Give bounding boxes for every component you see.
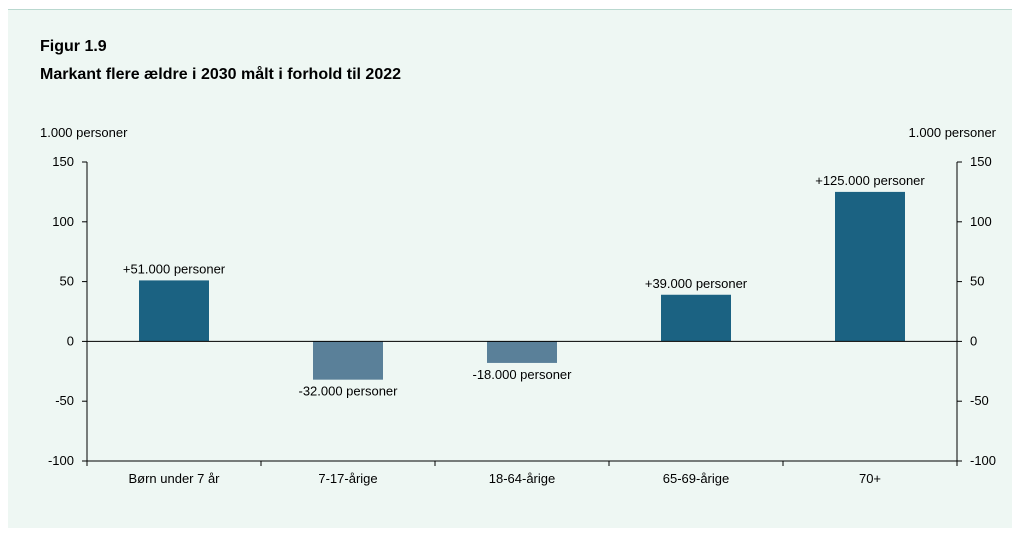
data-label: +125.000 personer [815, 173, 925, 188]
y-tick-label-right: 150 [970, 154, 992, 169]
axis-ticks: 150 150 100 100 50 50 0 0 -50 -50 -100 -100 [48, 154, 996, 468]
axes [86, 162, 958, 462]
chart-title: Markant flere ældre i 2030 målt i forhol… [40, 66, 402, 83]
y-tick-label-right: -50 [970, 393, 989, 408]
category-label: 7-17-årige [318, 471, 377, 486]
bars [139, 191, 905, 380]
data-label: -32.000 personer [298, 384, 398, 399]
y-tick-label-left: 100 [52, 214, 74, 229]
category-label: 65-69-årige [663, 471, 730, 486]
data-label: -18.000 personer [472, 367, 572, 382]
y-tick-label-left: 50 [60, 274, 74, 289]
y-tick-label-left: -100 [48, 453, 74, 468]
y-axis-label-right: 1.000 personer [909, 125, 997, 140]
bar [487, 341, 557, 363]
y-tick-label-left: 150 [52, 154, 74, 169]
category-label: 70+ [859, 471, 881, 486]
figure-label: Figur 1.9 [40, 38, 107, 55]
y-tick-label-left: 0 [67, 333, 74, 348]
data-labels: +51.000 personer Børn under 7 år -32.000 p… [123, 173, 926, 486]
data-label: +39.000 personer [645, 276, 748, 291]
y-axis-label-left: 1.000 personer [40, 125, 128, 140]
y-tick-label-right: 50 [970, 274, 984, 289]
y-tick-label-right: -100 [970, 453, 996, 468]
category-label: Børn under 7 år [128, 471, 220, 486]
bar [139, 280, 209, 342]
data-label: +51.000 personer [123, 261, 226, 276]
y-tick-label-right: 100 [970, 214, 992, 229]
category-label: 18-64-årige [489, 471, 556, 486]
bar [313, 341, 383, 380]
bar [661, 294, 731, 342]
y-tick-label-right: 0 [970, 333, 977, 348]
bar [835, 191, 905, 342]
y-tick-label-left: -50 [55, 393, 74, 408]
